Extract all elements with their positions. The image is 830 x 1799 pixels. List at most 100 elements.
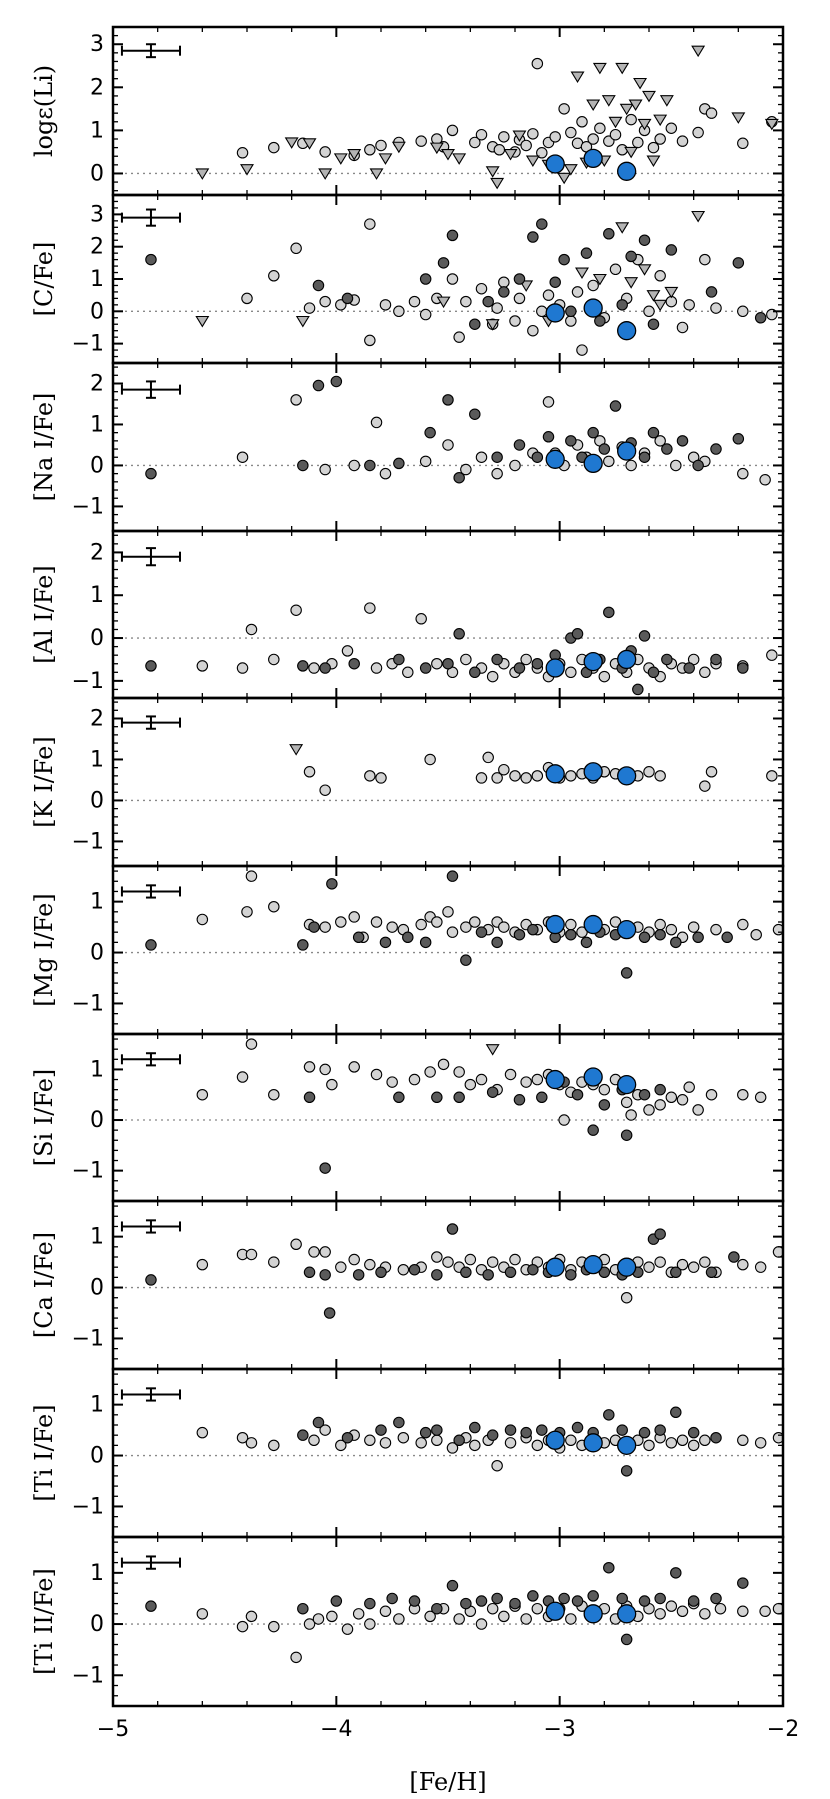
upper-limit-marker [295,315,310,328]
data-point-dark [647,426,660,439]
upper-limit-marker [653,299,668,312]
data-point-dark [710,653,722,666]
data-point-light [460,463,472,476]
data-point-light [290,394,302,406]
data-point-dark [491,1592,503,1605]
y-tick-label: 2 [90,540,104,565]
data-point-dark [647,318,660,330]
x-tick-label: −4 [320,1717,352,1742]
data-point-light [705,107,718,119]
y-axis-label: [Ca I/Fe] [30,1232,58,1338]
data-point-dark [297,459,309,472]
data-point-light [386,1076,398,1088]
highlight-point [583,1067,603,1087]
data-point-dark [616,1592,628,1605]
y-tick-label: −1 [72,1159,104,1184]
data-point-dark [475,926,488,938]
data-point-light [460,653,472,666]
data-point-dark [393,457,405,470]
upper-limit-marker [302,138,317,150]
data-point-light [699,666,711,679]
data-point-dark [676,435,689,447]
data-point-dark [620,1633,633,1646]
plot-area [113,375,783,486]
data-point-light [319,1246,331,1258]
upper-limit-marker [646,290,661,302]
y-tick-label: 2 [90,371,104,396]
data-point-dark [603,228,615,240]
highlight-point [545,154,565,174]
data-point-light [504,1068,517,1081]
data-point-light [558,1114,570,1126]
data-point-light [364,1618,376,1630]
data-point-light [643,1439,655,1452]
data-point-dark [419,662,432,674]
data-point-light [520,1613,532,1625]
upper-limit-marker [575,267,589,279]
data-point-dark [323,1307,336,1319]
data-point-light [531,770,544,782]
data-point-dark [419,1426,432,1439]
upper-limit-marker [653,114,668,127]
data-point-light [475,128,488,141]
data-point-dark [710,1431,722,1444]
data-point-dark [431,1602,443,1615]
data-point-dark [145,1274,157,1286]
plot-area [113,1406,783,1477]
data-point-light [737,1605,749,1618]
y-tick-label: 0 [90,453,104,478]
data-point-light [308,662,320,674]
data-point-light [415,613,427,625]
data-point-light [236,1071,249,1083]
highlight-point [617,1074,637,1095]
y-axis-label: [Mg I/Fe] [30,893,58,1006]
data-point-light [352,1608,365,1620]
data-point-light [565,1434,577,1447]
error-bar [120,1555,181,1570]
data-point-dark [375,1424,387,1436]
data-point-light [424,1610,436,1623]
data-point-dark [737,662,749,674]
data-point-light [308,1246,320,1258]
data-point-dark [580,936,593,949]
data-point-dark [710,443,722,455]
highlight-point [545,764,565,784]
upper-limit-marker [519,280,534,292]
data-point-light [397,1431,410,1444]
error-bar [120,715,181,730]
data-point-dark [571,1088,584,1101]
data-point-dark [565,435,577,447]
data-point-dark [565,928,577,941]
upper-limit-marker [318,168,333,180]
data-point-dark [312,279,325,292]
data-point-dark [598,1266,611,1279]
data-point-dark [594,315,606,327]
highlight-point [545,914,565,935]
data-point-light [290,1651,302,1664]
panel-frame [111,25,785,197]
data-point-dark [654,1083,666,1096]
data-point-light [654,770,666,782]
data-point-dark [638,451,651,463]
data-point-light [475,282,488,295]
data-point-light [576,926,588,938]
upper-limit-marker [378,153,393,165]
data-point-light [486,1256,499,1268]
highlight-point [617,161,637,181]
x-tick-label: −5 [97,1717,129,1742]
data-point-light [565,126,577,139]
data-point-light [565,1613,577,1625]
data-point-light [665,1600,678,1612]
data-point-light [491,1459,503,1472]
data-point-light [319,146,331,158]
data-point-dark [571,628,584,640]
highlight-point [583,298,603,318]
data-point-light [565,918,577,931]
data-point-light [319,1424,331,1436]
upper-limit-marker [452,153,467,165]
data-point-light [245,1038,258,1050]
highlight-point [583,1604,603,1624]
data-point-light [370,1068,383,1081]
data-point-light [290,604,302,616]
